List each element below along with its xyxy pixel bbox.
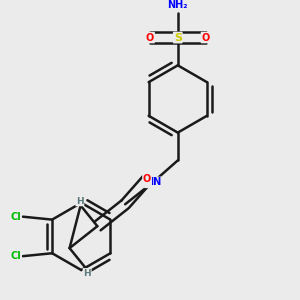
Text: S: S — [174, 33, 182, 43]
Text: HN: HN — [145, 177, 161, 187]
Text: O: O — [146, 33, 154, 43]
Text: H: H — [83, 269, 91, 278]
Text: H: H — [76, 196, 84, 206]
Text: O: O — [143, 174, 151, 184]
Text: Cl: Cl — [10, 251, 21, 261]
Text: Cl: Cl — [10, 212, 21, 222]
Text: NH₂: NH₂ — [167, 0, 188, 11]
Text: O: O — [201, 33, 210, 43]
